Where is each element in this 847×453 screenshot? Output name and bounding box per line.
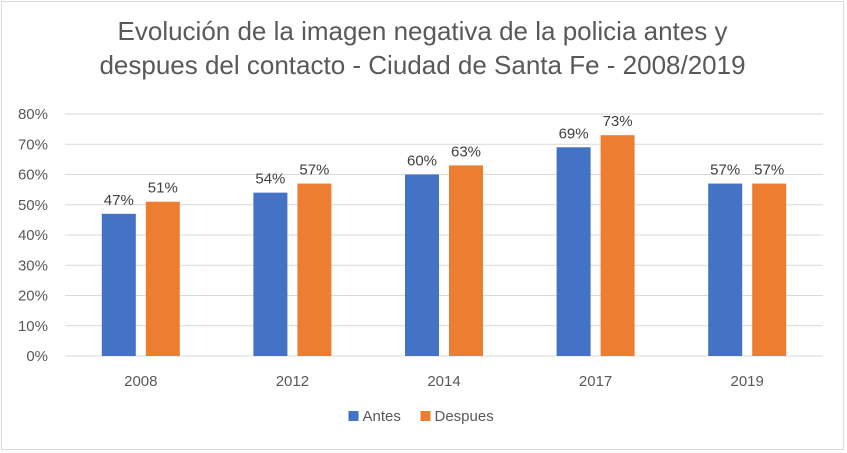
y-tick-label: 0% [26, 348, 48, 365]
data-label: 63% [451, 143, 481, 160]
data-label: 57% [754, 162, 784, 179]
y-tick-label: 50% [18, 197, 48, 214]
bar-despues-2017 [600, 135, 635, 356]
y-tick-label: 70% [18, 136, 48, 153]
x-tick-label: 2017 [579, 373, 612, 390]
data-label: 73% [603, 113, 633, 130]
x-tick-label: 2019 [731, 373, 764, 390]
data-label: 69% [559, 125, 589, 142]
data-label: 57% [299, 162, 329, 179]
y-tick-label: 10% [18, 318, 48, 335]
bar-antes-2014 [405, 174, 439, 356]
legend-label-despues: Despues [435, 408, 494, 425]
data-label: 51% [148, 180, 178, 197]
data-label: 47% [104, 192, 134, 209]
bar-despues-2014 [449, 165, 483, 356]
y-tick-label: 20% [18, 288, 48, 305]
y-tick-label: 40% [18, 227, 48, 244]
x-tick-label: 2012 [276, 373, 309, 390]
bar-antes-2019 [708, 183, 743, 356]
legend-swatch-antes [348, 411, 359, 421]
bar-antes-2008 [101, 213, 136, 356]
y-tick-label: 60% [18, 167, 48, 184]
data-label: 54% [255, 171, 285, 188]
bar-despues-2019 [752, 183, 787, 356]
bar-antes-2012 [253, 192, 288, 356]
bar-despues-2012 [297, 183, 332, 356]
legend-label-antes: Antes [363, 408, 401, 425]
x-tick-label: 2014 [427, 373, 460, 390]
y-tick-label: 30% [18, 257, 48, 274]
chart-title: Evolución de la imagen negativa de la po… [0, 14, 845, 82]
chart-title-line-2: despues del contacto - Ciudad de Santa F… [99, 50, 746, 80]
chart-title-line-1: Evolución de la imagen negativa de la po… [117, 16, 728, 46]
y-tick-label: 80% [18, 106, 48, 123]
bar-despues-2008 [145, 201, 180, 356]
data-label: 57% [710, 162, 740, 179]
data-label: 60% [407, 153, 437, 170]
x-tick-label: 2008 [124, 373, 157, 390]
legend-swatch-despues [420, 411, 431, 421]
bar-antes-2017 [556, 147, 591, 356]
